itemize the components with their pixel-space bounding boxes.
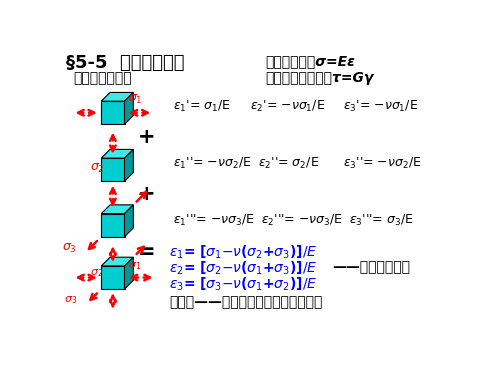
Polygon shape	[101, 149, 134, 158]
Text: $\varepsilon_2$'''= $-\nu\sigma_3$/E: $\varepsilon_2$'''= $-\nu\sigma_3$/E	[261, 213, 343, 228]
Text: 纯剪切应力状态下τ=Gγ: 纯剪切应力状态下τ=Gγ	[266, 71, 374, 85]
Text: ——广义胡克定律: ——广义胡克定律	[332, 260, 410, 274]
Text: $\varepsilon_1$'= $\sigma_1$/E: $\varepsilon_1$'= $\sigma_1$/E	[172, 99, 230, 114]
Text: =: =	[138, 242, 155, 262]
Text: $\varepsilon_2$'= $-\nu\sigma_1$/E: $\varepsilon_2$'= $-\nu\sigma_1$/E	[250, 99, 325, 114]
Text: $\sigma_1$: $\sigma_1$	[128, 261, 141, 272]
Text: $\sigma_3$: $\sigma_3$	[64, 294, 77, 306]
Text: $\varepsilon_1$'''= $-\nu\sigma_3$/E: $\varepsilon_1$'''= $-\nu\sigma_3$/E	[172, 213, 254, 228]
Text: $\varepsilon_1$= [$\sigma_1$$-\nu$($\sigma_2$+$\sigma_3$)]$/E$: $\varepsilon_1$= [$\sigma_1$$-\nu$($\sig…	[170, 244, 318, 261]
Text: +: +	[138, 127, 155, 147]
Text: $\varepsilon_3$''= $-\nu\sigma_2$/E: $\varepsilon_3$''= $-\nu\sigma_2$/E	[343, 156, 421, 171]
Text: $\varepsilon_3$'''= $\sigma_3$/E: $\varepsilon_3$'''= $\sigma_3$/E	[349, 213, 414, 228]
Polygon shape	[101, 257, 134, 266]
Polygon shape	[124, 149, 134, 181]
Text: $\varepsilon_3$'= $-\nu\sigma_1$/E: $\varepsilon_3$'= $-\nu\sigma_1$/E	[343, 99, 418, 114]
Text: $\sigma_3$: $\sigma_3$	[62, 242, 77, 255]
Text: $\sigma_2$: $\sigma_2$	[90, 162, 104, 175]
Text: $\varepsilon_2$= [$\sigma_2$$-\nu$($\sigma_1$+$\sigma_3$)]$/E$: $\varepsilon_2$= [$\sigma_2$$-\nu$($\sig…	[170, 260, 318, 277]
Text: 单向应力状态σ=Eε: 单向应力状态σ=Eε	[266, 54, 356, 68]
Text: +: +	[138, 184, 155, 204]
Polygon shape	[124, 92, 134, 124]
Polygon shape	[101, 214, 124, 237]
Text: $\varepsilon_3$= [$\sigma_3$$-\nu$($\sigma_1$+$\sigma_2$)]$/E$: $\varepsilon_3$= [$\sigma_3$$-\nu$($\sig…	[170, 276, 318, 293]
Polygon shape	[101, 158, 124, 181]
Text: 主应变——与主应力方向一致的线应变: 主应变——与主应力方向一致的线应变	[170, 295, 323, 309]
Polygon shape	[124, 257, 134, 289]
Polygon shape	[101, 101, 124, 124]
Text: $\varepsilon_1$''= $-\nu\sigma_2$/E: $\varepsilon_1$''= $-\nu\sigma_2$/E	[172, 156, 251, 171]
Polygon shape	[101, 266, 124, 289]
Polygon shape	[101, 205, 134, 214]
Text: $\varepsilon_2$''= $\sigma_2$/E: $\varepsilon_2$''= $\sigma_2$/E	[258, 156, 319, 171]
Text: $\sigma_1$: $\sigma_1$	[128, 93, 143, 106]
Polygon shape	[124, 205, 134, 237]
Polygon shape	[101, 92, 134, 101]
Text: §5-5  广义胡克定律: §5-5 广义胡克定律	[66, 54, 185, 72]
Text: 三向应力状态下: 三向应力状态下	[74, 71, 132, 85]
Text: $\sigma_2$: $\sigma_2$	[90, 267, 103, 279]
